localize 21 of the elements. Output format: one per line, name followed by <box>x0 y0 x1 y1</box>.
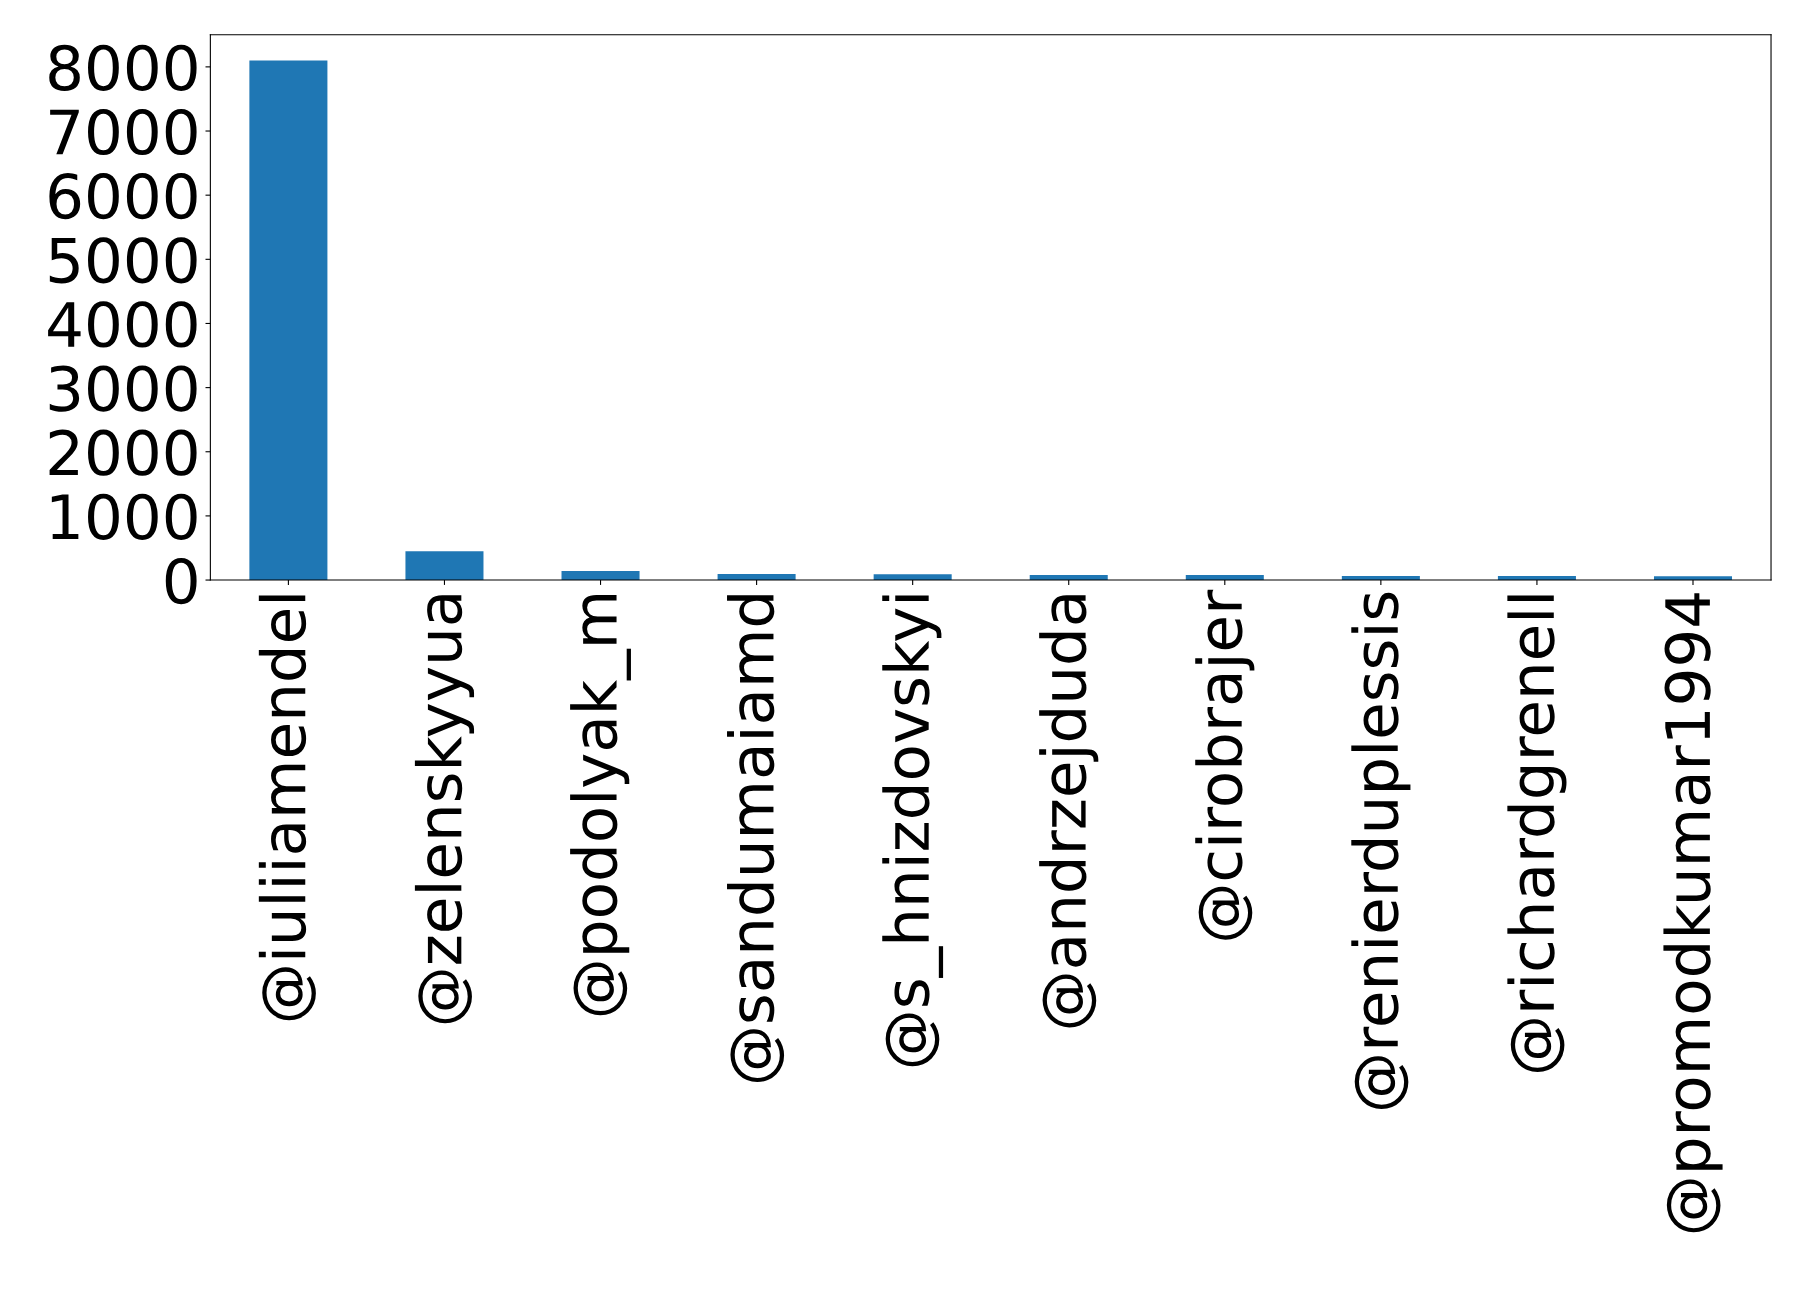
x-tick-label: @podolyak_m <box>570 594 631 1016</box>
y-tick-label: 6000 <box>49 173 197 220</box>
y-tick-label: 4000 <box>48 301 197 348</box>
y-tick-label: 7000 <box>50 108 197 156</box>
x-tick-label: @iuliiamendel <box>258 595 316 1021</box>
bar <box>249 60 328 581</box>
y-tick-label: 3000 <box>49 365 197 412</box>
x-tick-label: @sandumaiamd <box>727 595 785 1083</box>
x-tick-label: @zelenskyyua <box>414 595 475 1024</box>
bar <box>405 551 484 581</box>
x-tick-label: @andrzejduda <box>1039 595 1099 1028</box>
y-tick-label: 0 <box>165 557 197 605</box>
y-tick-label: 8000 <box>49 44 197 91</box>
x-tick-label: @s_hnizdovskyi <box>882 595 944 1067</box>
x-tick-label: @cirobrajer <box>1195 589 1255 940</box>
x-tick-label: @renierduplessis <box>1351 592 1411 1109</box>
x-tick-label: @richardgrenell <box>1507 595 1567 1073</box>
y-tick-label: 1000 <box>51 493 197 540</box>
y-tick-label: 5000 <box>49 237 197 284</box>
x-tick-label: @promodkumar1994 <box>1663 593 1723 1233</box>
y-tick-label: 2000 <box>49 429 197 476</box>
